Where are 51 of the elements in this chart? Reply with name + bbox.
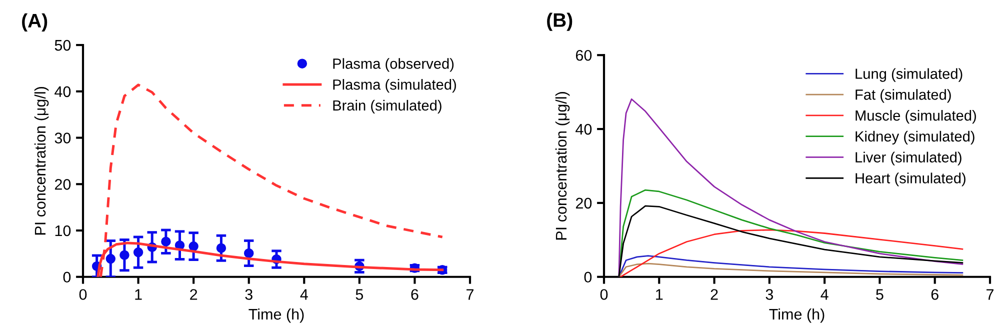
legend-label: Muscle (simulated)	[856, 110, 976, 124]
point	[120, 250, 130, 260]
legend-label: Plasma (simulated)	[333, 79, 456, 93]
x-tick-label: 2	[190, 289, 198, 300]
y-axis-title: PI concentration (μg/l)	[555, 92, 570, 240]
chart-title: (B)	[547, 12, 572, 31]
line-series	[618, 262, 964, 277]
x-tick-label: 1	[656, 289, 663, 300]
x-tick-label: 1	[135, 289, 142, 300]
x-tick-label: 2	[710, 289, 718, 300]
x-tick-label: 6	[411, 289, 418, 300]
y-tick-label: 10	[55, 225, 71, 236]
x-axis-title: Time (h)	[248, 308, 304, 323]
x-tick-label: 6	[931, 289, 938, 300]
y-tick-label: 20	[576, 198, 592, 209]
y-tick-label: 50	[54, 40, 71, 51]
legend-label: Lung (simulated)	[856, 68, 962, 82]
x-tick-label: 0	[600, 289, 608, 300]
x-tick-label: 3	[245, 289, 252, 300]
legend-label: Fat (simulated)	[856, 89, 951, 103]
y-tick-label: 0	[63, 272, 71, 283]
legend-label: Liver (simulated)	[856, 152, 962, 166]
point	[106, 254, 116, 264]
x-tick-label: 7	[466, 289, 474, 300]
x-tick-label: 7	[986, 289, 994, 300]
chart-title: (A)	[22, 13, 48, 32]
point	[216, 243, 226, 253]
x-tick-label: 4	[300, 289, 308, 300]
y-tick-label: 40	[576, 124, 592, 135]
legend-label: Brain (simulated)	[333, 100, 442, 114]
legend-label: Kidney (simulated)	[856, 130, 974, 144]
legend-label: Heart (simulated)	[856, 172, 966, 186]
x-tick-label: 0	[79, 289, 87, 300]
y-tick-label: 40	[54, 86, 71, 98]
legend-label: Plasma (observed)	[333, 58, 454, 72]
point	[188, 241, 198, 252]
x-tick-label: 3	[766, 289, 774, 300]
line-series	[618, 255, 964, 277]
y-tick-label: 0	[584, 272, 592, 283]
point	[244, 248, 254, 258]
x-tick-label: 4	[820, 289, 828, 300]
line-series	[620, 229, 964, 277]
x-tick-label: 5	[876, 289, 884, 300]
y-axis-title: PI concentration (μg/l)	[34, 87, 49, 235]
x-axis-title: Time (h)	[769, 308, 824, 323]
point	[161, 236, 171, 246]
y-tick-label: 20	[54, 178, 71, 190]
x-tick-label: 5	[356, 289, 364, 300]
point	[133, 247, 144, 258]
y-tick-label: 60	[576, 50, 592, 61]
y-tick-label: 30	[54, 132, 71, 144]
